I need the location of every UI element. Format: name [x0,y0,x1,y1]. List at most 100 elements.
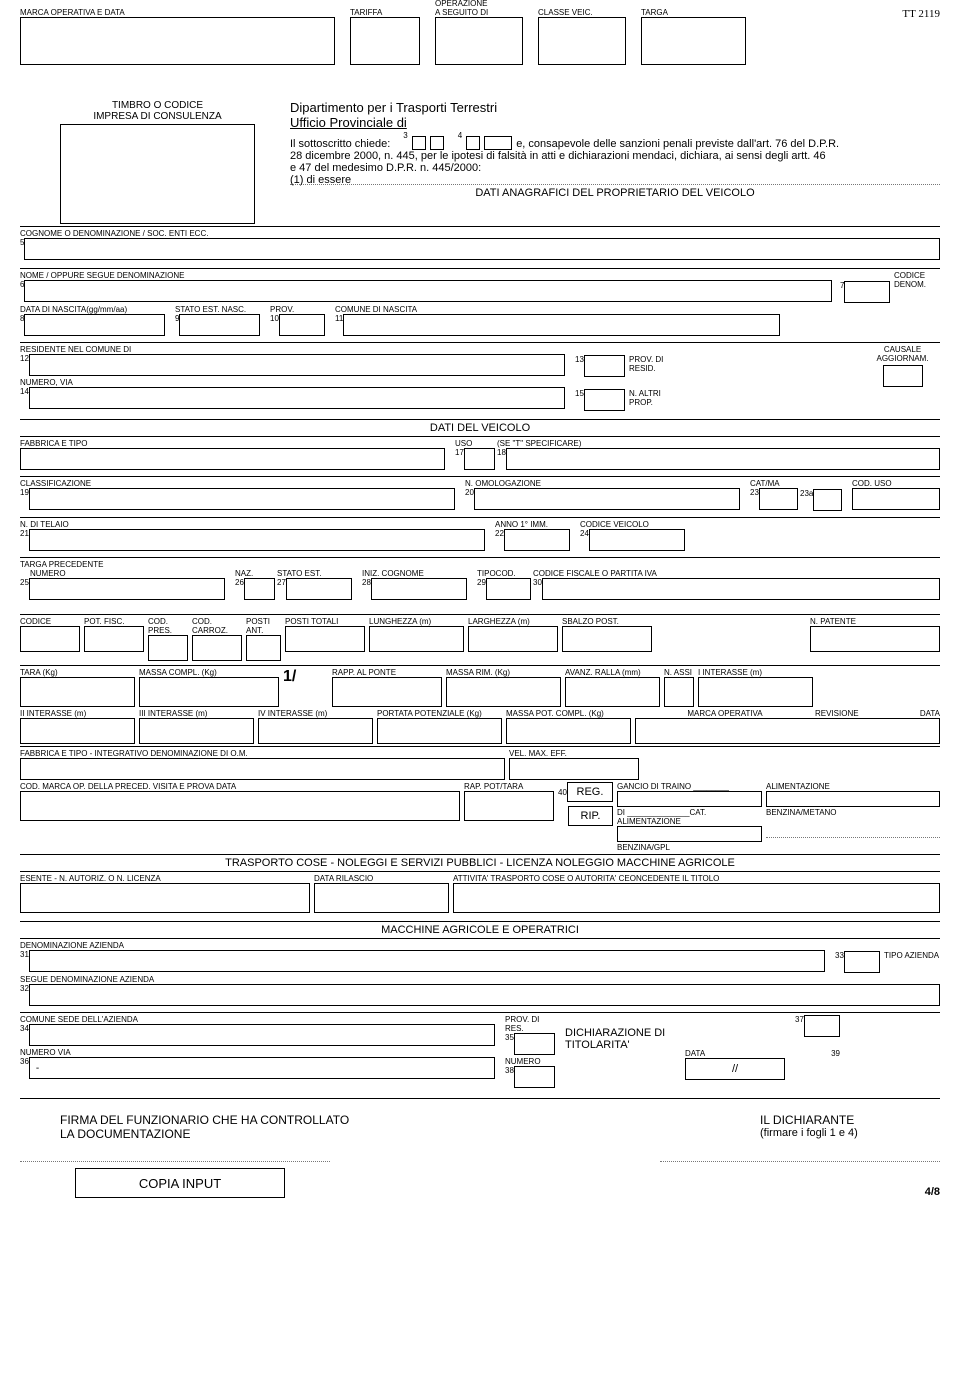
f-iiiinter[interactable] [139,718,254,744]
dichiarante: IL DICHIARANTE [760,1113,940,1127]
f-codmarcaop[interactable] [20,791,460,821]
box-24[interactable] [589,529,685,551]
label-comune-nasc: COMUNE DI NASCITA [335,305,780,314]
dept-sotto: Il sottoscritto chiede: [290,138,390,150]
box-34[interactable] [29,1024,495,1046]
box-fabbrica[interactable] [20,448,445,470]
f-codcar[interactable] [192,635,242,661]
box-tariffa[interactable] [350,17,420,65]
box-8[interactable] [24,314,165,336]
box-9[interactable] [179,314,260,336]
f-postiant[interactable] [246,635,281,661]
f-avanz[interactable] [565,677,660,707]
f-patente[interactable] [810,626,940,652]
box-reg[interactable]: REG. [567,782,613,802]
box-13[interactable] [584,355,625,377]
f-massapot[interactable] [506,718,631,744]
box-33[interactable] [844,951,880,973]
label-data-nasc: DATA DI NASCITA(gg/mm/aa) [20,305,165,314]
f-sbalzo[interactable] [562,626,652,652]
box-35[interactable] [514,1033,555,1055]
label-cognome-den: COGNOME O DENOMINAZIONE / SOC. ENTI ECC. [20,229,940,238]
box-14[interactable] [29,387,565,409]
f-potfisc[interactable] [84,626,144,652]
box-cod-uso[interactable] [852,488,940,510]
box-38[interactable] [514,1066,555,1088]
f-postitot[interactable] [285,626,365,652]
label-class: CLASSIFICAZIONE [20,479,455,488]
f-portata[interactable] [377,718,502,744]
f-lung[interactable] [369,626,464,652]
box-27[interactable] [286,578,352,600]
f-tara[interactable] [20,677,135,707]
f-velmax[interactable] [509,758,639,780]
f-iiinter[interactable] [20,718,135,744]
box-22[interactable] [504,529,570,551]
box-29[interactable] [486,578,531,600]
f-larg[interactable] [468,626,558,652]
box-36[interactable]: - [29,1057,495,1079]
f-fabom[interactable] [20,758,505,780]
box-a-seguito[interactable] [435,17,523,65]
box-23a[interactable] [813,489,842,511]
f-codpres[interactable] [148,635,188,661]
page-number: 4/8 [925,1186,940,1198]
box-25[interactable] [29,578,225,600]
box-31[interactable] [29,950,825,972]
box-15[interactable] [584,389,625,411]
f-massarim[interactable] [446,677,561,707]
f-dataril[interactable] [314,883,449,913]
box-targa[interactable] [641,17,746,65]
f-nassi[interactable] [664,677,694,707]
f-attivita[interactable] [453,883,940,913]
box-26[interactable] [244,578,275,600]
f-marcaop[interactable] [635,718,940,744]
label-stato-est: STATO EST. [277,569,352,578]
box-21[interactable] [29,529,485,551]
box-cod-denom[interactable] [844,281,890,303]
anag-title: DATI ANAGRAFICI DEL PROPRIETARIO DEL VEI… [290,187,940,199]
f-codice[interactable] [20,626,80,652]
label-tipocod: TIPOCOD. [477,569,531,578]
chk-3a[interactable] [412,136,426,150]
box-19[interactable] [29,488,455,510]
dept-mid: e, consapevole delle sanzioni penali pre… [516,138,839,150]
box-32[interactable] [29,984,940,1006]
box-18[interactable] [506,448,940,470]
box-11[interactable] [343,314,780,336]
box-28[interactable] [371,578,467,600]
box-marca-op[interactable] [20,17,335,65]
box-37[interactable] [804,1015,840,1037]
dept-body2: e 47 del medesimo D.P.R. n. 445/2000: [290,162,940,174]
f-alim2[interactable] [617,826,762,842]
box-17[interactable] [464,448,495,470]
box-10[interactable] [279,314,325,336]
box-23[interactable] [759,488,798,510]
chk-4b[interactable] [484,136,512,150]
f-rappot[interactable] [464,791,554,821]
f-alim1[interactable] [766,791,940,807]
f-rapp[interactable] [332,677,442,707]
box-12[interactable] [29,354,565,376]
box-nome[interactable] [24,280,832,302]
chk-4a[interactable] [466,136,480,150]
f-gancio[interactable] [617,791,762,807]
label-telaio: N. DI TELAIO [20,520,485,529]
label-marca-op: MARCA OPERATIVA E DATA [20,8,335,17]
label-tariffa: TARIFFA [350,8,420,17]
box-30[interactable] [542,578,940,600]
label-targa-prec: TARGA PRECEDENTE [20,560,940,569]
box-20[interactable] [474,488,740,510]
f-ivinter[interactable] [258,718,373,744]
f-esente[interactable] [20,883,310,913]
box-cognome[interactable] [24,238,940,260]
box-rip[interactable]: RIP. [568,806,613,826]
box-causale[interactable] [883,365,923,387]
box-data[interactable]: // [685,1058,785,1080]
macchine-title: MACCHINE AGRICOLE E OPERATRICI [20,924,940,936]
dept-ufficio: Ufficio Provinciale di [290,115,407,130]
f-iinter[interactable] [698,677,813,707]
f-massac[interactable] [139,677,279,707]
chk-3b[interactable] [430,136,444,150]
box-classe[interactable] [538,17,626,65]
